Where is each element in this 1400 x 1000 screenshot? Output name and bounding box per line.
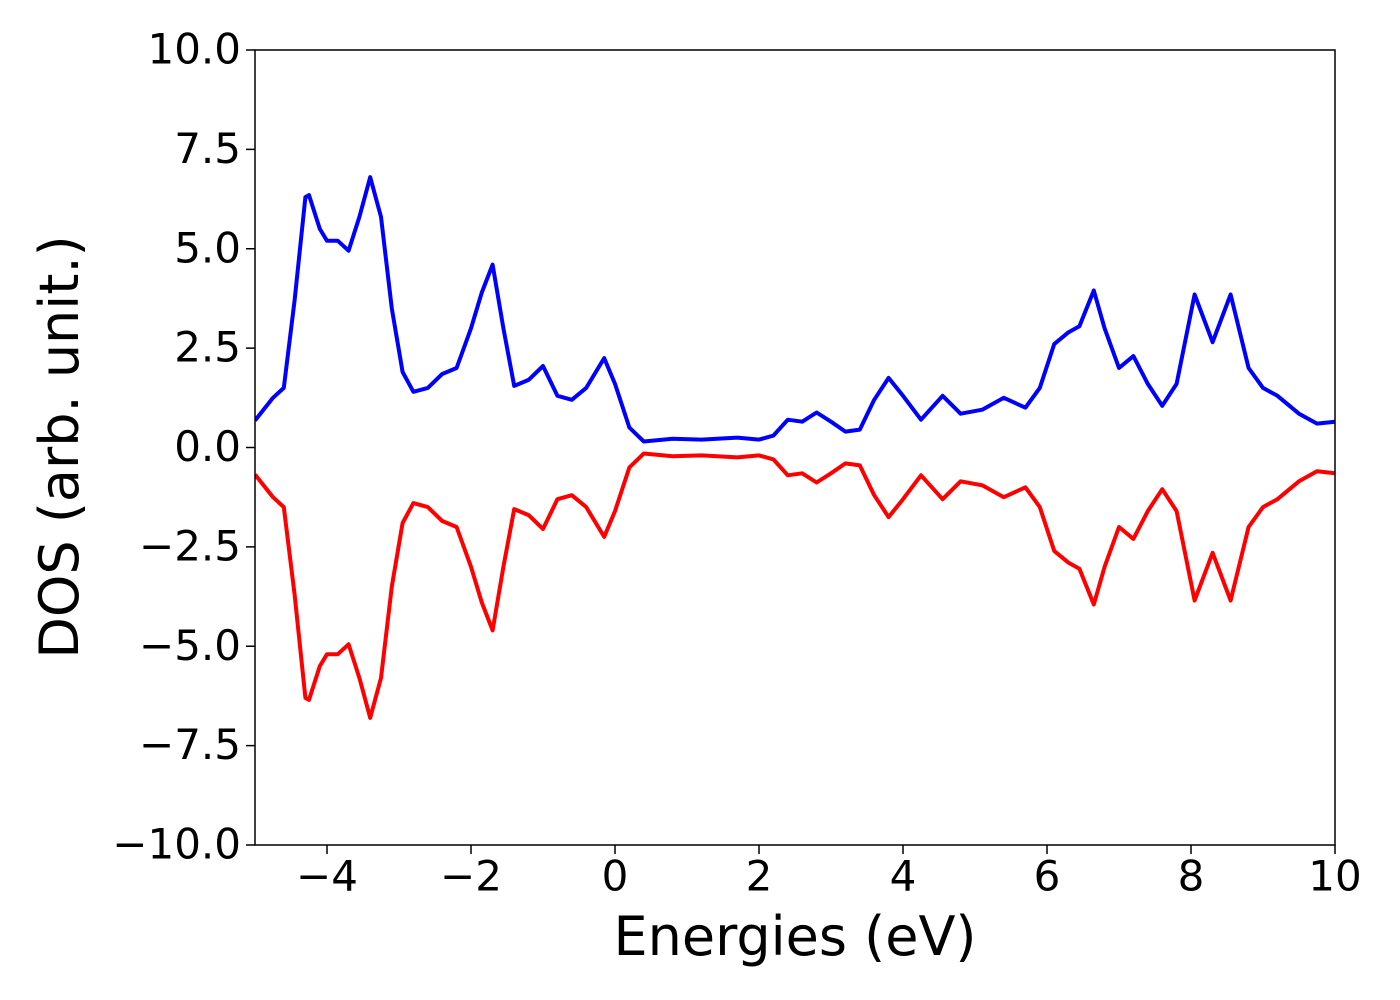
- x-tick-label: −4: [296, 852, 358, 901]
- x-tick-label: 2: [746, 852, 773, 901]
- x-tick-label: 0: [602, 852, 629, 901]
- dos-line: [255, 175, 1335, 444]
- x-tick-label: 4: [890, 852, 917, 901]
- y-tick-label: 0.0: [174, 422, 241, 471]
- plot-frame: [254, 49, 1336, 846]
- y-tick-label: 5.0: [174, 223, 241, 272]
- x-tick-label: 8: [1178, 852, 1205, 901]
- y-tick-label: 10.0: [147, 25, 241, 74]
- x-tick-label: −2: [440, 852, 502, 901]
- y-tick-label: −2.5: [139, 521, 241, 570]
- x-axis-label: Energies (eV): [614, 905, 977, 968]
- y-tick-label: −7.5: [139, 720, 241, 769]
- x-tick-label: 6: [1034, 852, 1061, 901]
- y-axis-label: DOS (arb. unit.): [28, 235, 91, 658]
- y-tick-label: 2.5: [174, 323, 241, 372]
- y-tick-label: −5.0: [139, 621, 241, 670]
- y-tick-label: −10.0: [112, 820, 241, 869]
- x-tick-label: 10: [1308, 852, 1361, 901]
- y-tick-label: 7.5: [174, 124, 241, 173]
- dos-line: [255, 451, 1335, 720]
